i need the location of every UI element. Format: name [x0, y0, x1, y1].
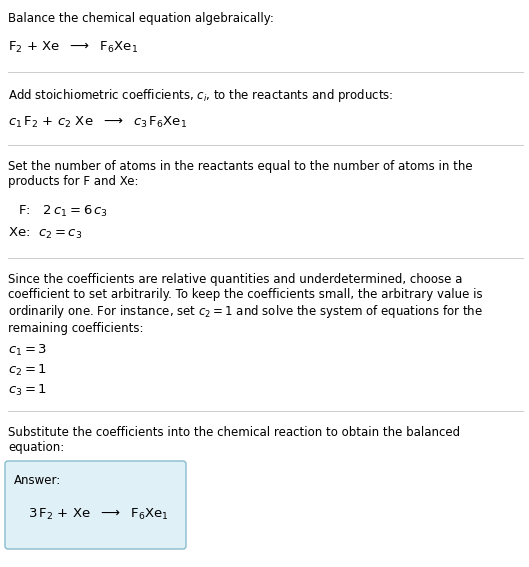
Text: Add stoichiometric coefficients, $c_i$, to the reactants and products:: Add stoichiometric coefficients, $c_i$, …: [8, 87, 394, 104]
Text: Since the coefficients are relative quantities and underdetermined, choose a
coe: Since the coefficients are relative quan…: [8, 273, 483, 336]
Text: Set the number of atoms in the reactants equal to the number of atoms in the
pro: Set the number of atoms in the reactants…: [8, 160, 472, 188]
Text: $c_1 = 3$: $c_1 = 3$: [8, 343, 47, 358]
Text: Balance the chemical equation algebraically:: Balance the chemical equation algebraica…: [8, 12, 274, 25]
Text: $3\,\mathdefault{F_2}$ + Xe  $\longrightarrow$  $\mathdefault{F_6Xe_1}$: $3\,\mathdefault{F_2}$ + Xe $\longrighta…: [28, 506, 169, 522]
Text: $c_2 = 1$: $c_2 = 1$: [8, 363, 47, 378]
FancyBboxPatch shape: [5, 461, 186, 549]
Text: $\mathdefault{F_2}$ + Xe  $\longrightarrow$  $\mathdefault{F_6Xe_1}$: $\mathdefault{F_2}$ + Xe $\longrightarro…: [8, 40, 138, 55]
Text: $c_1\,\mathdefault{F_2}$ + $c_2$ Xe  $\longrightarrow$  $c_3\,\mathdefault{F_6Xe: $c_1\,\mathdefault{F_2}$ + $c_2$ Xe $\lo…: [8, 115, 187, 130]
Text: F:   $2\,c_1 = 6\,c_3$: F: $2\,c_1 = 6\,c_3$: [18, 204, 108, 219]
Text: Xe:  $c_2 = c_3$: Xe: $c_2 = c_3$: [8, 226, 83, 241]
Text: Answer:: Answer:: [14, 474, 61, 487]
Text: $c_3 = 1$: $c_3 = 1$: [8, 383, 47, 398]
Text: Substitute the coefficients into the chemical reaction to obtain the balanced
eq: Substitute the coefficients into the che…: [8, 426, 460, 454]
